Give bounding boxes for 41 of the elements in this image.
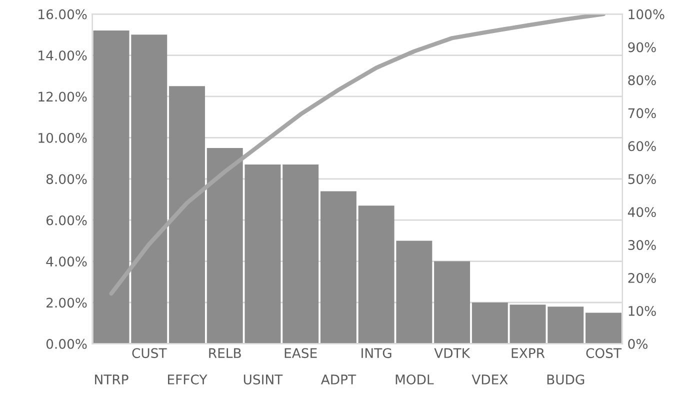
bar: [169, 86, 205, 344]
x-tick-label: VDTK: [434, 348, 470, 358]
x-tick-label: EXPR: [512, 348, 545, 358]
y-tick-label: 8.00%: [46, 174, 87, 184]
y-tick-label: 14.00%: [38, 50, 87, 60]
x-tick-label: ADPT: [320, 374, 356, 384]
bar: [586, 312, 622, 344]
y-tick-label: 0.00%: [46, 338, 87, 349]
y2-tick-label: 10%: [628, 306, 656, 316]
y2-tick-label: 20%: [628, 273, 656, 283]
x-tick-label: EFFCY: [168, 374, 208, 384]
bar: [320, 191, 356, 344]
y-tick-label: 2.00%: [46, 298, 87, 308]
line-series: [109, 14, 606, 296]
y-tick-label: 12.00%: [38, 92, 87, 102]
x-tick-label: CUST: [132, 348, 167, 358]
y2-tick-label: 80%: [628, 75, 656, 86]
x-tick-label: COST: [586, 348, 622, 358]
y-tick-label: 6.00%: [46, 215, 87, 226]
y2-tick-label: 100%: [628, 9, 664, 20]
y2-tick-label: 90%: [628, 42, 656, 52]
bar: [282, 164, 319, 344]
x-tick-label: NTRP: [95, 374, 128, 384]
bar: [434, 261, 470, 344]
bar: [472, 302, 508, 344]
x-tick-label: USINT: [244, 374, 283, 384]
y-tick-label: 10.00%: [38, 132, 87, 143]
x-tick-label: RELB: [209, 348, 241, 358]
x-tick-label: VDEX: [472, 374, 508, 384]
y-tick-label: 4.00%: [46, 256, 87, 266]
x-tick-label: BUDG: [547, 374, 584, 384]
y-tick-label: 16.00%: [38, 9, 87, 20]
y2-tick-label: 0%: [628, 338, 648, 349]
y2-tick-label: 50%: [628, 174, 656, 184]
y2-tick-label: 60%: [628, 141, 656, 152]
x-tick-label: EASE: [284, 348, 317, 358]
y2-tick-label: 40%: [628, 207, 656, 218]
y2-tick-label: 70%: [628, 108, 656, 118]
x-tick-label: INTG: [362, 348, 392, 358]
y2-tick-label: 30%: [628, 240, 656, 250]
x-tick-label: MODL: [396, 374, 434, 384]
